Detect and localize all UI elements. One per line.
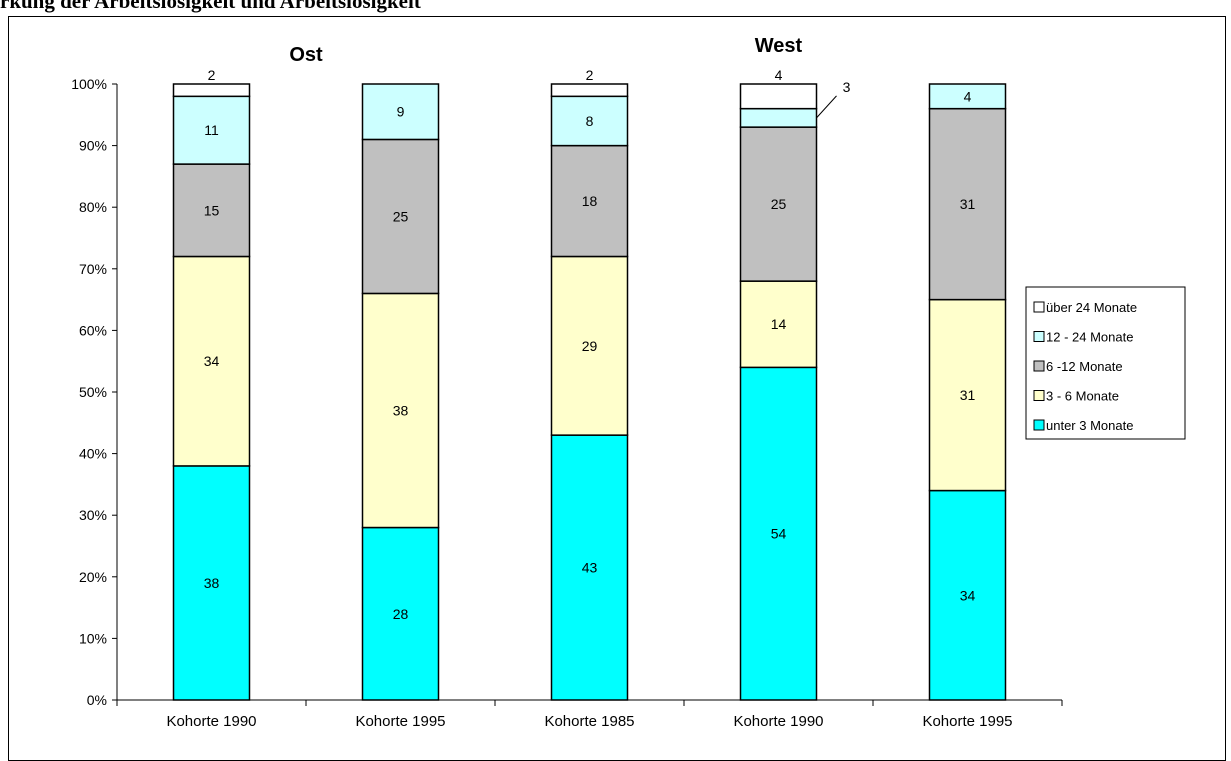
data-label: 4 <box>964 88 972 104</box>
bar-segment <box>550 255 629 436</box>
legend-swatch <box>1033 331 1045 342</box>
legend-entry: über 24 Monate <box>1046 300 1137 315</box>
bar-segment <box>172 83 251 98</box>
bar-segment <box>928 489 1007 701</box>
y-tick-label: 50% <box>79 384 107 400</box>
bar-segment <box>361 526 440 701</box>
data-label: 11 <box>204 122 219 138</box>
data-label-leader <box>816 95 837 119</box>
legend-swatch <box>1033 360 1045 372</box>
data-label: 54 <box>771 526 787 542</box>
legend-entry: unter 3 Monate <box>1046 418 1133 433</box>
data-label: 3 <box>843 79 851 95</box>
x-tick-label: Kohorte 1985 <box>544 713 634 730</box>
group-label: Ost <box>289 44 323 66</box>
bar-segment <box>739 126 818 282</box>
y-tick-label: 100% <box>71 76 107 92</box>
legend-entry: 6 -12 Monate <box>1046 359 1123 374</box>
y-tick-label: 60% <box>79 322 107 338</box>
bar-segment <box>550 95 629 147</box>
data-label: 2 <box>208 67 216 83</box>
data-label: 34 <box>960 587 976 603</box>
bar-segment <box>172 255 251 467</box>
y-tick-label: 40% <box>79 446 107 462</box>
data-label: 14 <box>771 316 787 332</box>
bar-segment <box>361 292 440 529</box>
y-tick-label: 30% <box>79 507 107 523</box>
chart-bars <box>172 83 1007 701</box>
x-tick-label: Kohorte 1990 <box>733 713 823 730</box>
header-text: rkung der Arbeitslosigkeit und Arbeitslo… <box>0 0 421 13</box>
y-tick-label: 10% <box>79 630 107 646</box>
legend-box <box>1025 286 1186 440</box>
y-tick-label: 70% <box>79 261 107 277</box>
group-label: West <box>755 35 803 57</box>
bar-segment <box>928 107 1007 301</box>
bar-segment <box>928 298 1007 492</box>
legend-swatch <box>1033 390 1045 401</box>
data-label: 38 <box>393 402 409 418</box>
data-label: 34 <box>204 353 220 369</box>
data-label: 9 <box>397 104 405 120</box>
bar-segment <box>172 465 251 701</box>
data-label: 8 <box>586 113 594 129</box>
data-label: 43 <box>582 560 598 576</box>
data-label: 29 <box>582 338 598 354</box>
data-label: 2 <box>586 67 594 83</box>
bar-segment <box>172 95 251 165</box>
bar-segment <box>361 138 440 295</box>
legend-entry: 12 - 24 Monate <box>1046 330 1133 345</box>
x-tick-label: Kohorte 1990 <box>166 713 256 730</box>
x-tick-label: Kohorte 1995 <box>922 713 1012 730</box>
data-label: 25 <box>393 208 409 224</box>
x-tick-label: Kohorte 1995 <box>355 713 445 730</box>
data-label: 15 <box>204 202 220 218</box>
data-label: 31 <box>960 196 976 212</box>
bar-segment <box>172 163 251 258</box>
chart-legend: über 24 Monate 12 - 24 Monate 6 -12 Monate… <box>1025 286 1186 440</box>
y-tick-label: 90% <box>79 138 107 154</box>
y-tick-label: 0% <box>87 692 107 708</box>
data-label: 31 <box>960 387 976 403</box>
bar-segment <box>739 83 818 110</box>
y-tick-label: 80% <box>79 199 107 215</box>
bar-segment <box>361 83 440 141</box>
data-label: 38 <box>204 575 220 591</box>
data-label: 25 <box>771 196 787 212</box>
bar-segment <box>928 83 1007 110</box>
data-label: 28 <box>393 606 409 622</box>
data-label: 18 <box>582 193 598 209</box>
bar-segment <box>550 144 629 258</box>
data-label: 4 <box>775 67 783 83</box>
legend-swatch <box>1033 419 1045 431</box>
chart-labels: 383415112283825943291882541425343431314O… <box>204 35 976 622</box>
y-tick-label: 20% <box>79 569 107 585</box>
bar-segment <box>550 83 629 98</box>
bar-segment <box>550 434 629 701</box>
legend-entry: 3 - 6 Monate <box>1046 389 1119 404</box>
legend-swatch <box>1033 301 1045 313</box>
bar-segment <box>739 107 818 128</box>
